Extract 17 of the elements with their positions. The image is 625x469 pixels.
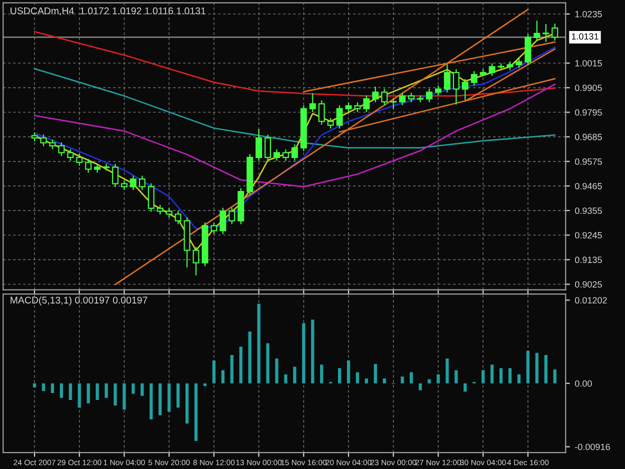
chart-title: MACD(5,13,1) 0.00197 0.00197 — [10, 296, 148, 306]
y-tick-label: 0.9465 — [575, 182, 602, 190]
y-tick-label: -0.00916 — [575, 444, 610, 450]
ref-line-label: 1.0131 — [572, 33, 598, 40]
y-tick-label: 0.9025 — [575, 281, 602, 288]
y-tick-label: 0.9575 — [575, 158, 602, 165]
y-tick-label: 0.00 — [575, 380, 592, 387]
y-tick-label: 1.0015 — [575, 60, 602, 66]
chart-title: USDCADm,H4 1.0172 1.0192 1.0116 1.0131 — [10, 7, 206, 16]
y-tick-label: 0.9245 — [575, 232, 602, 238]
y-tick-label: 0.9905 — [575, 84, 602, 92]
y-tick-label: 0.01202 — [575, 297, 607, 304]
y-tick-label: 0.9355 — [575, 208, 602, 214]
y-tick-label: 1.0235 — [575, 10, 602, 18]
y-tick-label: 0.9135 — [575, 256, 602, 264]
y-tick-label: 0.9795 — [575, 109, 602, 116]
y-tick-label: 0.9685 — [575, 134, 602, 140]
